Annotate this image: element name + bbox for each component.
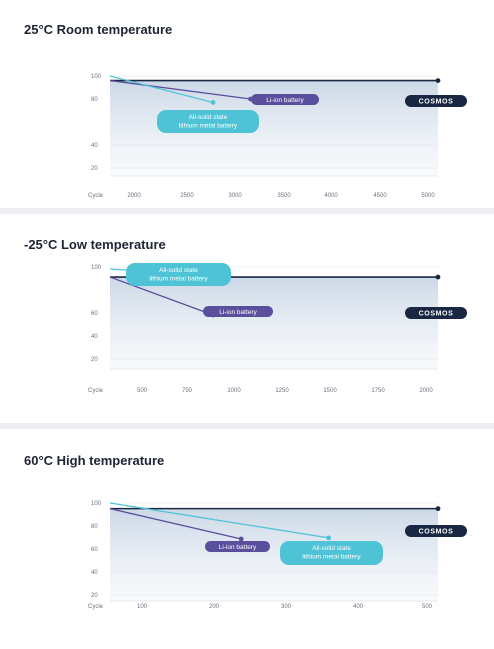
series-end-marker (326, 535, 332, 541)
x-tick-label: 2000 (419, 388, 433, 394)
x-tick-label: 300 (281, 604, 292, 610)
li-ion-label-pill (251, 94, 319, 105)
cosmos-label-pill (405, 307, 467, 319)
all-solid-state-label-line: lithium metal battery (302, 554, 361, 561)
series-line-li-ion (109, 276, 214, 316)
section-divider (0, 423, 494, 429)
chart-high-temperature: 100 80 60 40 20 Cycle 100 200 300 400 500 COSMOS Li-… (88, 501, 467, 610)
x-tick-label: 500 (422, 604, 433, 610)
x-tick-label: 4500 (373, 193, 387, 199)
y-tick-label: 60 (91, 311, 98, 317)
x-tick-label: 200 (209, 604, 220, 610)
series-line-li-ion (109, 79, 251, 100)
x-tick-label: 5000 (421, 193, 435, 199)
all-solid-state-label-pill (157, 110, 259, 133)
x-tick-label: 1000 (227, 388, 241, 394)
x-tick-label: 750 (182, 388, 193, 394)
series-line-all-solid-state (109, 502, 329, 539)
y-tick-label: 20 (91, 357, 98, 363)
y-tick-label: 80 (91, 524, 98, 530)
all-solid-state-label-line: All-solid state (159, 267, 198, 274)
x-tick-label: 2500 (180, 193, 194, 199)
chart-low-temperature: 100 60 40 20 Cycle 500 750 1000 1250 1500 1750 2000… (88, 263, 467, 394)
cosmos-area (110, 277, 438, 369)
chart-title: -25°C Low temperature (24, 237, 166, 252)
series-end-marker (435, 78, 441, 83)
cosmos-label: COSMOS (419, 99, 454, 106)
y-tick-label: 100 (91, 265, 102, 271)
section-divider (0, 208, 494, 214)
x-tick-label: 100 (137, 604, 148, 610)
cosmos-area (110, 508, 438, 601)
chart-panel-low: -25°C Low temperature 100 60 40 20 Cycle 500 7… (0, 237, 494, 427)
li-ion-label: Li-ion battery (219, 309, 257, 316)
x-tick-label: 1500 (323, 388, 337, 394)
all-solid-state-label-pill (280, 541, 383, 565)
x-tick-label: 1250 (275, 388, 289, 394)
cosmos-label-pill (405, 525, 467, 537)
x-tick-label: 2000 (127, 193, 141, 199)
y-tick-label: 20 (91, 166, 98, 172)
all-solid-state-label-line: All-solid state (312, 545, 351, 552)
all-solid-state-label-line: lithium metal battery (149, 276, 208, 283)
y-tick-label: 40 (91, 143, 98, 149)
chart-panel-high: 60°C High temperature 100 80 60 40 20 Cycle 10… (0, 453, 494, 643)
y-tick-label: 40 (91, 570, 98, 576)
all-solid-state-label-line: lithium metal battery (179, 123, 238, 130)
li-ion-label: Li-ion battery (219, 544, 257, 551)
x-tick-label: 3000 (228, 193, 242, 199)
chart-panel-room: 25°C Room temperature 100 80 40 20 Cycle 2000… (0, 22, 494, 212)
li-ion-label-pill (203, 306, 273, 317)
x-tick-label: 400 (353, 604, 364, 610)
all-solid-state-label-line: All-solid state (189, 114, 228, 121)
x-tick-label: 3500 (277, 193, 291, 199)
y-tick-label: 80 (91, 97, 98, 103)
y-tick-label: 100 (91, 74, 102, 80)
y-tick-label: 40 (91, 334, 98, 340)
series-end-marker (435, 506, 441, 512)
x-axis-label: Cycle (88, 388, 104, 394)
x-axis-label: Cycle (88, 193, 104, 199)
cosmos-label: COSMOS (419, 311, 454, 318)
li-ion-label: Li-ion battery (266, 97, 304, 104)
series-end-marker (210, 100, 216, 105)
y-tick-label: 20 (91, 593, 98, 599)
x-tick-label: 4000 (324, 193, 338, 199)
x-tick-label: 1750 (371, 388, 385, 394)
chart-title: 25°C Room temperature (24, 22, 173, 37)
series-end-marker (435, 274, 441, 280)
cosmos-label: COSMOS (419, 529, 454, 536)
chart-room-temperature: 100 80 40 20 Cycle 2000 2500 3000 3500 4000 4500 50… (88, 74, 467, 199)
chart-title: 60°C High temperature (24, 453, 165, 468)
x-axis-label: Cycle (88, 604, 104, 610)
y-tick-label: 100 (91, 501, 102, 507)
all-solid-state-label-pill (126, 263, 231, 286)
series-end-marker (238, 536, 244, 542)
series-line-all-solid-state (109, 75, 214, 104)
series-line-li-ion (109, 507, 242, 540)
li-ion-label-pill (205, 541, 270, 552)
x-tick-label: 500 (137, 388, 148, 394)
cosmos-label-pill (405, 95, 467, 107)
y-tick-label: 60 (91, 547, 98, 553)
